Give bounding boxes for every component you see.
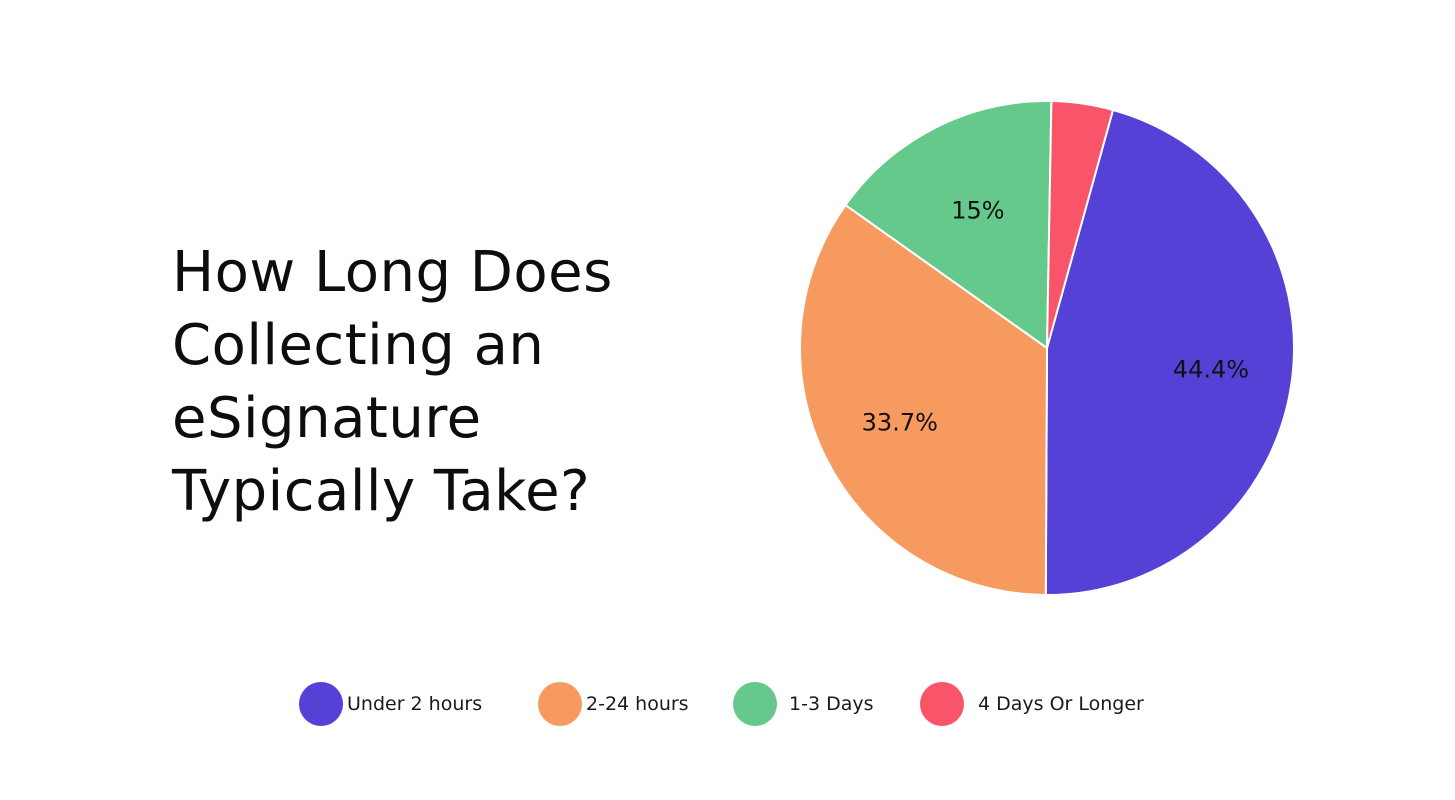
pie-slice-1-3-days — [844, 100, 1053, 350]
legend-item-2-24-hours: 2-24 hours — [538, 682, 689, 726]
legend-swatch — [733, 682, 777, 726]
legend-label: 1-3 Days — [789, 693, 874, 715]
legend-label: Under 2 hours — [347, 693, 483, 715]
pie-slice-4-days-or-longer — [1046, 100, 1115, 349]
legend-swatch — [920, 682, 964, 726]
legend-label: 2-24 hours — [586, 693, 689, 715]
legend-item-1-3-days: 1-3 Days — [733, 682, 874, 726]
chart-legend: Under 2 hours 2-24 hours 1-3 Days 4 Days… — [299, 682, 1199, 726]
legend-label: 4 Days Or Longer — [978, 693, 1144, 715]
data-label-2-24-hours: 33.7% — [862, 409, 938, 437]
data-label-1-3-days: 15% — [951, 196, 1004, 224]
chart-title: How Long Does Collecting an eSignature T… — [172, 236, 692, 528]
legend-item-under-2-hours: Under 2 hours — [299, 682, 482, 726]
data-label-under-2-hours: 44.4% — [1173, 356, 1249, 384]
legend-swatch — [299, 682, 343, 726]
legend-item-4-days-or-longer: 4 Days Or Longer — [920, 682, 1144, 726]
chart-title-line: How Long Does — [172, 240, 613, 305]
chart-title-line: Typically Take? — [172, 459, 591, 524]
pie-chart: 44.4% 33.7% 15% — [799, 100, 1295, 597]
chart-title-line: eSignature — [172, 386, 482, 451]
chart-title-line: Collecting an — [172, 313, 545, 378]
pie-slice-2-24-hours — [799, 203, 1049, 597]
pie-slice-under-2-hours — [1044, 108, 1295, 596]
legend-swatch — [538, 682, 582, 726]
